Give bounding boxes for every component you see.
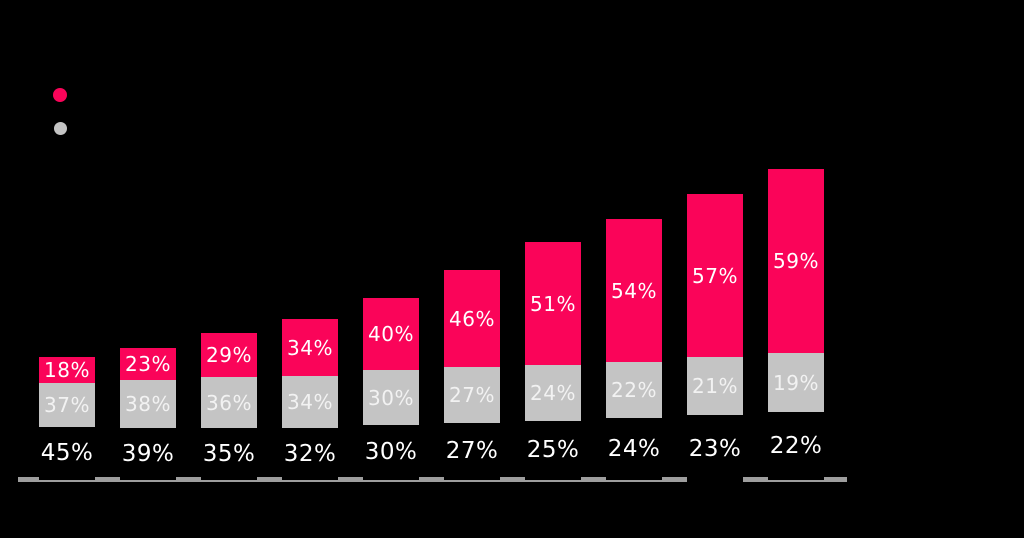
bar-6-pink-segment: 46% bbox=[444, 270, 500, 367]
bar-7-hidden-segment: 25% bbox=[525, 421, 581, 480]
stacked-bar-5: 40% 30% 30% bbox=[363, 298, 419, 480]
bar-4-hidden-segment: 32% bbox=[282, 428, 338, 480]
bar-10-hidden-segment: 22% bbox=[768, 412, 824, 480]
bar-5-hidden-segment-label: 30% bbox=[364, 439, 418, 465]
bar-6-gray-segment-label: 27% bbox=[449, 383, 495, 407]
bar-1-pink-segment-label: 18% bbox=[44, 358, 90, 382]
bar-9-pink-segment-label: 57% bbox=[692, 263, 738, 288]
bar-5-gray-segment-label: 30% bbox=[368, 385, 414, 410]
bar-6-hidden-segment-label: 27% bbox=[445, 438, 499, 464]
bar-3-pink-segment-label: 29% bbox=[206, 343, 252, 367]
stacked-bar-6: 46% 27% 27% bbox=[444, 270, 500, 480]
bar-10-gray-segment: 19% bbox=[768, 353, 824, 412]
bar-8-pink-segment-label: 54% bbox=[611, 278, 657, 303]
bar-7-gray-segment: 24% bbox=[525, 365, 581, 421]
bar-8-hidden-segment: 24% bbox=[606, 418, 662, 480]
bar-8-hidden-segment-label: 24% bbox=[607, 435, 661, 462]
bar-10-pink-segment: 59% bbox=[768, 169, 824, 353]
stacked-bar-2: 23% 38% 39% bbox=[120, 348, 176, 480]
bar-7-gray-segment-label: 24% bbox=[530, 381, 576, 405]
bar-6-hidden-segment: 27% bbox=[444, 423, 500, 480]
bar-4-pink-segment: 34% bbox=[282, 319, 338, 376]
bar-2-pink-segment: 23% bbox=[120, 348, 176, 380]
bar-9-pink-segment: 57% bbox=[687, 194, 743, 357]
stacked-bar-8: 54% 22% 24% bbox=[606, 219, 662, 480]
bar-5-pink-segment-label: 40% bbox=[368, 322, 414, 346]
bar-9-hidden-segment-label: 23% bbox=[688, 435, 742, 462]
bar-1-pink-segment: 18% bbox=[39, 357, 95, 383]
bar-3-pink-segment: 29% bbox=[201, 333, 257, 377]
bar-3-gray-segment-label: 36% bbox=[206, 390, 252, 415]
bar-8-pink-segment: 54% bbox=[606, 219, 662, 362]
legend-pink-dot-icon bbox=[53, 88, 67, 102]
bar-3-hidden-segment: 35% bbox=[201, 428, 257, 480]
bar-7-pink-segment-label: 51% bbox=[530, 291, 576, 316]
bar-2-gray-segment: 38% bbox=[120, 380, 176, 428]
x-axis-line bbox=[18, 477, 847, 482]
bar-4-hidden-segment-label: 32% bbox=[283, 440, 337, 467]
bar-1-gray-segment: 37% bbox=[39, 383, 95, 427]
bar-4-gray-segment: 34% bbox=[282, 376, 338, 428]
bar-10-pink-segment-label: 59% bbox=[773, 249, 819, 273]
bar-5-gray-segment: 30% bbox=[363, 370, 419, 425]
bar-10-hidden-segment-label: 22% bbox=[769, 432, 823, 459]
bar-4-gray-segment-label: 34% bbox=[287, 390, 333, 414]
bar-10-gray-segment-label: 19% bbox=[773, 370, 819, 395]
bar-7-pink-segment: 51% bbox=[525, 242, 581, 365]
stacked-bar-1: 18% 37% 45% bbox=[39, 357, 95, 480]
bar-7-hidden-segment-label: 25% bbox=[526, 437, 580, 463]
bar-8-gray-segment: 22% bbox=[606, 362, 662, 418]
legend-gray-dot-icon bbox=[54, 122, 67, 135]
stacked-bar-4: 34% 34% 32% bbox=[282, 319, 338, 480]
bar-2-pink-segment-label: 23% bbox=[125, 352, 171, 376]
bar-8-gray-segment-label: 22% bbox=[611, 378, 657, 402]
bar-5-hidden-segment: 30% bbox=[363, 425, 419, 480]
bar-3-hidden-segment-label: 35% bbox=[202, 440, 256, 467]
bar-6-pink-segment-label: 46% bbox=[449, 306, 495, 331]
bar-2-hidden-segment: 39% bbox=[120, 428, 176, 480]
bar-9-hidden-segment: 23% bbox=[687, 415, 743, 483]
bar-1-hidden-segment-label: 45% bbox=[40, 440, 94, 466]
stacked-bar-7: 51% 24% 25% bbox=[525, 242, 581, 480]
bar-5-pink-segment: 40% bbox=[363, 298, 419, 370]
stacked-bar-10: 59% 19% 22% bbox=[768, 169, 824, 480]
stacked-bar-3: 29% 36% 35% bbox=[201, 333, 257, 480]
bar-2-hidden-segment-label: 39% bbox=[121, 440, 175, 467]
bar-9-gray-segment: 21% bbox=[687, 357, 743, 415]
bar-3-gray-segment: 36% bbox=[201, 377, 257, 428]
bar-4-pink-segment-label: 34% bbox=[287, 335, 333, 360]
bar-2-gray-segment-label: 38% bbox=[125, 392, 171, 416]
stacked-bar-9: 57% 21% 23% bbox=[687, 194, 743, 483]
bar-9-gray-segment-label: 21% bbox=[692, 374, 738, 398]
bar-1-hidden-segment: 45% bbox=[39, 427, 95, 480]
bar-6-gray-segment: 27% bbox=[444, 367, 500, 423]
bar-1-gray-segment-label: 37% bbox=[44, 393, 90, 417]
